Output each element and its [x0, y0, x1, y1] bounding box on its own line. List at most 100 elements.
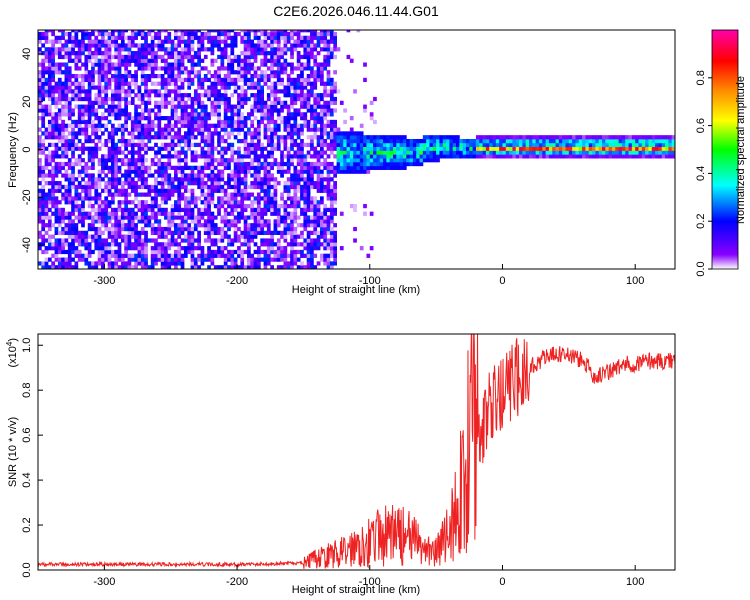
spectrogram-cell: [200, 211, 205, 216]
spectrogram-cell: [558, 154, 563, 159]
spectrogram-cell: [114, 161, 119, 167]
spectrogram-cell: [253, 35, 258, 40]
spectrogram-cell: [296, 146, 301, 151]
spectrogram-cell: [346, 142, 351, 148]
spectrogram-cell: [256, 108, 261, 113]
spectrogram-cell: [286, 93, 291, 98]
spectrogram-cell: [429, 135, 434, 140]
spectrogram-cell: [97, 207, 102, 213]
spectrogram-cell: [197, 173, 201, 178]
spectrogram-cell: [104, 253, 109, 258]
spectrogram-cell: [150, 123, 155, 128]
spectrogram-cell: [293, 181, 298, 186]
spectrogram-cell: [190, 35, 195, 40]
spectrogram-cell: [300, 223, 304, 228]
spectrogram-cell: [120, 58, 125, 63]
spectrogram-cell: [286, 230, 291, 235]
spectrogram-cell: [625, 154, 629, 159]
spectrogram-cell: [71, 150, 75, 155]
spectrogram-cell: [641, 146, 646, 151]
spectrogram-cell: [316, 242, 321, 247]
spectrogram-cell: [223, 158, 228, 163]
spectrogram-cell: [339, 138, 344, 144]
spectrogram-cell: [303, 112, 308, 117]
spectrogram-cell: [253, 73, 258, 79]
spectrogram-cell: [648, 142, 653, 148]
spectrogram-cell: [84, 211, 89, 216]
spectrogram-cell: [207, 135, 211, 140]
spectrogram-cell: [187, 177, 192, 182]
spectrogram-cell: [54, 81, 59, 86]
spectrogram-cell: [127, 81, 132, 86]
spectrogram-cell: [250, 112, 255, 117]
spectrogram-cell: [316, 246, 321, 251]
spectrogram-cell: [180, 253, 185, 258]
spectrogram-cell: [243, 146, 248, 151]
spectrogram-cell: [227, 211, 231, 216]
spectrogram-cell: [57, 127, 62, 132]
spectrogram-cell: [300, 188, 304, 193]
spectrogram-cell: [306, 108, 311, 113]
spectrogram-cell: [117, 203, 122, 209]
spectrogram-cell: [190, 226, 195, 232]
spectrogram-cell: [230, 43, 235, 48]
spectrogram-cell: [77, 116, 82, 121]
spectrogram-cell: [74, 196, 79, 201]
spectrogram-cell: [77, 161, 82, 167]
spectrogram-cell: [293, 257, 298, 262]
spectrogram-cell: [303, 43, 308, 48]
spectrogram-cell: [164, 146, 168, 151]
spectrogram-cell: [190, 100, 195, 105]
spectrogram-cell: [134, 70, 138, 75]
spectrogram-cell: [207, 238, 211, 243]
spectrogram-cell: [38, 135, 42, 140]
spectrogram-cell: [120, 31, 125, 37]
spectrogram-cell: [595, 142, 600, 148]
spectrogram-cell: [101, 104, 105, 109]
spectrogram-cell: [164, 181, 168, 186]
spectrogram-cell: [217, 100, 221, 105]
spectrogram-cell: [57, 154, 62, 159]
spectrogram-cell: [548, 142, 553, 148]
spectrogram-cell: [190, 181, 195, 186]
spectrogram-cell: [157, 39, 162, 44]
spectrogram-cell: [306, 51, 311, 56]
spectrogram-cell: [256, 173, 261, 178]
spectrogram-cell: [326, 146, 331, 151]
spectrogram-cell: [442, 142, 447, 148]
spectrogram-cell: [582, 142, 586, 148]
spectrogram-cell: [97, 96, 102, 102]
spectrogram-cell: [47, 142, 52, 148]
spectrogram-cell: [339, 169, 344, 174]
spectrogram-cell: [489, 138, 493, 144]
spectrogram-cell: [197, 58, 201, 63]
spectrogram-cell: [253, 30, 258, 33]
spectrogram-cell: [38, 165, 42, 170]
spectrogram-cell: [329, 77, 334, 83]
spectrogram-cell: [61, 238, 65, 243]
spectrogram-cell: [140, 30, 145, 33]
spectrogram-cell: [210, 138, 215, 144]
spectrogram-cell: [273, 161, 278, 167]
spectrogram-cell: [283, 154, 288, 159]
spectrogram-cell: [320, 81, 324, 86]
spectrogram-cell: [84, 188, 89, 193]
spectrogram-cell: [253, 184, 258, 190]
spectrogram-cell: [462, 138, 467, 144]
spectrogram-cell: [140, 173, 145, 178]
spectrogram-cell: [193, 257, 198, 262]
spectrogram-cell: [240, 116, 245, 121]
spectrogram-cell: [230, 200, 235, 205]
spectrogram-cell: [157, 230, 162, 235]
spectrogram-cell: [406, 154, 410, 159]
spectrogram-cell: [256, 181, 261, 186]
spectrogram-cell: [134, 62, 138, 67]
spectrogram-cell: [124, 211, 128, 216]
spectrogram-cell: [250, 138, 255, 144]
spectrogram-cell: [154, 242, 158, 247]
spectrogram-cell: [203, 253, 208, 258]
spectrogram-cell: [237, 58, 241, 63]
spectrogram-cell: [104, 200, 109, 205]
spectrogram-cell: [154, 135, 158, 140]
spectrogram-cell: [233, 165, 238, 170]
